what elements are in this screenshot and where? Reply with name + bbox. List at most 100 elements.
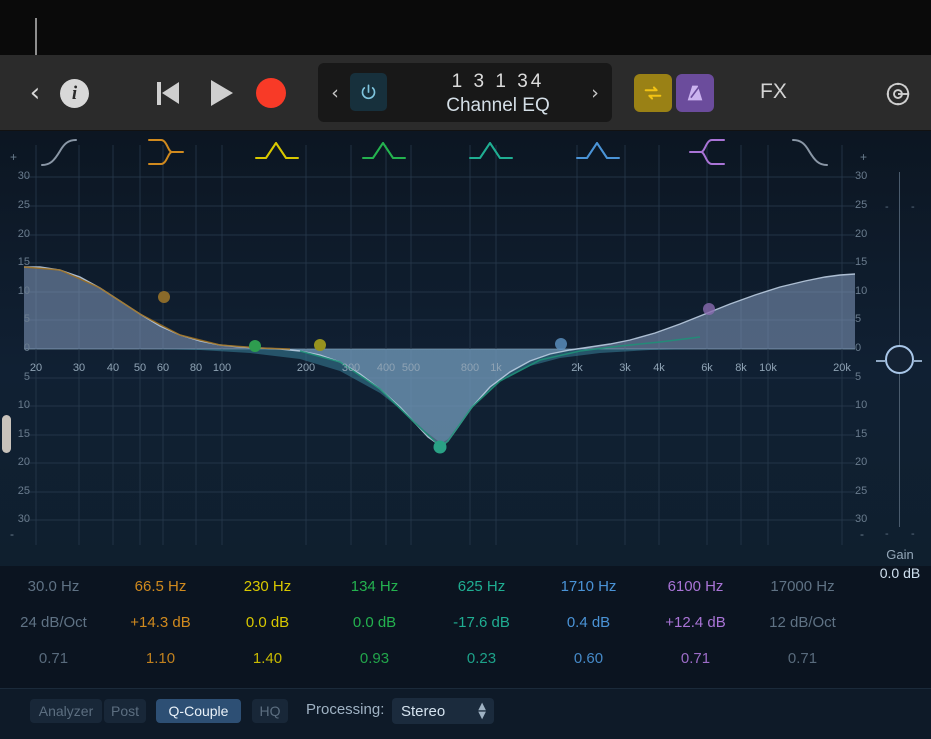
analyzer-button[interactable]: Analyzer <box>30 699 102 723</box>
db-tick-label: 20 <box>17 456 30 468</box>
band-3-frequency-value[interactable]: 230 Hz <box>243 578 292 595</box>
gain-value[interactable]: 0.0 dB <box>879 565 921 581</box>
frequency-tick-label: 6k <box>701 362 713 374</box>
band-4-frequency-value[interactable]: 134 Hz <box>350 578 399 595</box>
band-5-q-value[interactable]: 0.23 <box>466 650 497 667</box>
db-tick-label: 30 <box>17 170 30 182</box>
db-plus-sign-right: + <box>860 150 868 164</box>
frequency-tick-label: 40 <box>106 362 120 374</box>
power-icon[interactable] <box>350 73 387 111</box>
band-6-frequency-value[interactable]: 1710 Hz <box>560 578 617 595</box>
plugin-header: ‹ 1 3 1 34 Channel EQ › <box>318 63 612 122</box>
window-drag-line <box>35 18 37 73</box>
band-2-frequency-value[interactable]: 66.5 Hz <box>134 578 187 595</box>
band-shape-5-peak-filter-icon[interactable] <box>458 131 528 173</box>
band-7-parameters: 6100 Hz +12.4 dB 0.71 <box>642 566 749 677</box>
band-6-gain-value[interactable]: 0.4 dB <box>566 614 611 631</box>
band-handle-5 <box>433 440 447 454</box>
db-tick-label: 30 <box>855 170 868 182</box>
eq-graph-display[interactable]: 20 30 40 50 60 80 100 200 300 400 500 800 1k 2k 3k 4k 6k… <box>0 131 931 566</box>
db-tick-label: 5 <box>855 313 862 325</box>
band-shape-6-peak-filter-icon[interactable] <box>565 131 635 173</box>
metronome-icon[interactable] <box>676 74 714 112</box>
band-4-gain-value[interactable]: 0.0 dB <box>352 614 397 631</box>
db-tick-label: 5 <box>855 371 862 383</box>
plugin-header-text: 1 3 1 34 Channel EQ <box>398 71 598 118</box>
gain-tick-top-right: - <box>911 201 915 213</box>
band-3-q-value[interactable]: 1.40 <box>252 650 283 667</box>
frequency-tick-label: 500 <box>401 362 421 374</box>
chevron-left-icon[interactable]: ‹ <box>29 78 41 108</box>
db-tick-label: 25 <box>17 485 30 497</box>
vertical-scroll-handle[interactable] <box>2 415 11 453</box>
play-icon[interactable] <box>211 80 233 106</box>
record-icon[interactable] <box>256 78 286 108</box>
db-tick-label: 10 <box>855 399 868 411</box>
band-2-gain-value[interactable]: +14.3 dB <box>130 614 191 631</box>
band-3-gain-value[interactable]: 0.0 dB <box>245 614 290 631</box>
processing-select[interactable]: Stereo ▲ ▼ <box>392 698 494 724</box>
db-axis-left: 30 25 20 15 10 5 0 5 10 15 20 25 30 <box>0 131 30 566</box>
band-shape-7-high-shelf-filter-icon[interactable] <box>672 131 742 173</box>
frequency-tick-label: 200 <box>296 362 316 374</box>
fx-label[interactable]: FX <box>760 80 787 103</box>
band-handle-6 <box>555 338 567 350</box>
db-tick-label: 20 <box>855 228 868 240</box>
hq-button[interactable]: HQ <box>252 699 288 723</box>
band-2-q-value[interactable]: 1.10 <box>145 650 176 667</box>
band-7-q-value[interactable]: 0.71 <box>680 650 711 667</box>
gear-icon[interactable] <box>883 79 913 109</box>
db-tick-label: 30 <box>855 513 868 525</box>
band-handle-3 <box>314 339 326 351</box>
loop-icon[interactable] <box>634 74 672 112</box>
frequency-tick-label: 80 <box>189 362 203 374</box>
frequency-tick-label: 3k <box>619 362 631 374</box>
band-5-gain-value[interactable]: -17.6 dB <box>453 614 510 631</box>
db-tick-label: 20 <box>17 228 30 240</box>
db-tick-label: 15 <box>855 428 868 440</box>
band-5-frequency-value[interactable]: 625 Hz <box>457 578 506 595</box>
band-shape-3-peak-filter-icon[interactable] <box>244 131 314 173</box>
band-7-frequency-value[interactable]: 6100 Hz <box>667 578 724 595</box>
frequency-tick-label: 8k <box>735 362 747 374</box>
band-3-parameters: 230 Hz 0.0 dB 1.40 <box>214 566 321 677</box>
band-1-gain-value[interactable]: 24 dB/Oct <box>20 614 87 631</box>
db-tick-label: 10 <box>17 285 30 297</box>
band-8-gain-value[interactable]: 12 dB/Oct <box>769 614 836 631</box>
gain-knob[interactable] <box>876 345 922 374</box>
post-button[interactable]: Post <box>104 699 146 723</box>
frequency-tick-label: 300 <box>341 362 361 374</box>
db-tick-label: 25 <box>17 199 30 211</box>
db-minus-sign-left: - <box>10 527 14 541</box>
frequency-tick-label: 10k <box>759 362 777 374</box>
rewind-icon[interactable] <box>157 81 184 106</box>
band-8-parameters: 17000 Hz 12 dB/Oct 0.71 <box>749 566 856 677</box>
band-7-gain-value[interactable]: +12.4 dB <box>665 614 726 631</box>
band-8-frequency-value[interactable]: 17000 Hz <box>770 578 835 595</box>
frequency-tick-label: 100 <box>212 362 232 374</box>
db-tick-label: 10 <box>855 285 868 297</box>
band-1-frequency-value[interactable]: 30.0 Hz <box>27 578 80 595</box>
eq-curve-canvas[interactable] <box>0 131 931 566</box>
frequency-tick-label: 20 <box>29 362 43 374</box>
gain-tick-bottom-left: - <box>885 528 889 540</box>
band-shape-icons <box>0 131 931 173</box>
info-icon[interactable]: i <box>60 79 89 108</box>
band-shape-4-peak-filter-icon[interactable] <box>351 131 421 173</box>
band-shape-2-low-shelf-filter-icon[interactable] <box>137 131 207 173</box>
band-6-q-value[interactable]: 0.60 <box>573 650 604 667</box>
next-plugin-icon[interactable]: › <box>591 82 599 104</box>
band-4-q-value[interactable]: 0.93 <box>359 650 390 667</box>
band-1-q-value[interactable]: 0.71 <box>38 650 69 667</box>
band-shape-8-high-cut-filter-icon[interactable] <box>779 131 849 173</box>
gain-slider[interactable]: - - - - <box>876 160 931 540</box>
db-tick-label: 0 <box>23 342 30 354</box>
previous-plugin-icon[interactable]: ‹ <box>331 82 339 104</box>
band-shape-1-low-cut-filter-icon[interactable] <box>30 131 100 173</box>
processing-label: Processing: <box>306 701 385 718</box>
db-axis-right: 30 25 20 15 10 5 0 5 10 15 20 25 30 <box>855 131 885 566</box>
frequency-tick-label: 800 <box>460 362 480 374</box>
q-couple-button[interactable]: Q-Couple <box>156 699 241 723</box>
band-8-q-value[interactable]: 0.71 <box>787 650 818 667</box>
